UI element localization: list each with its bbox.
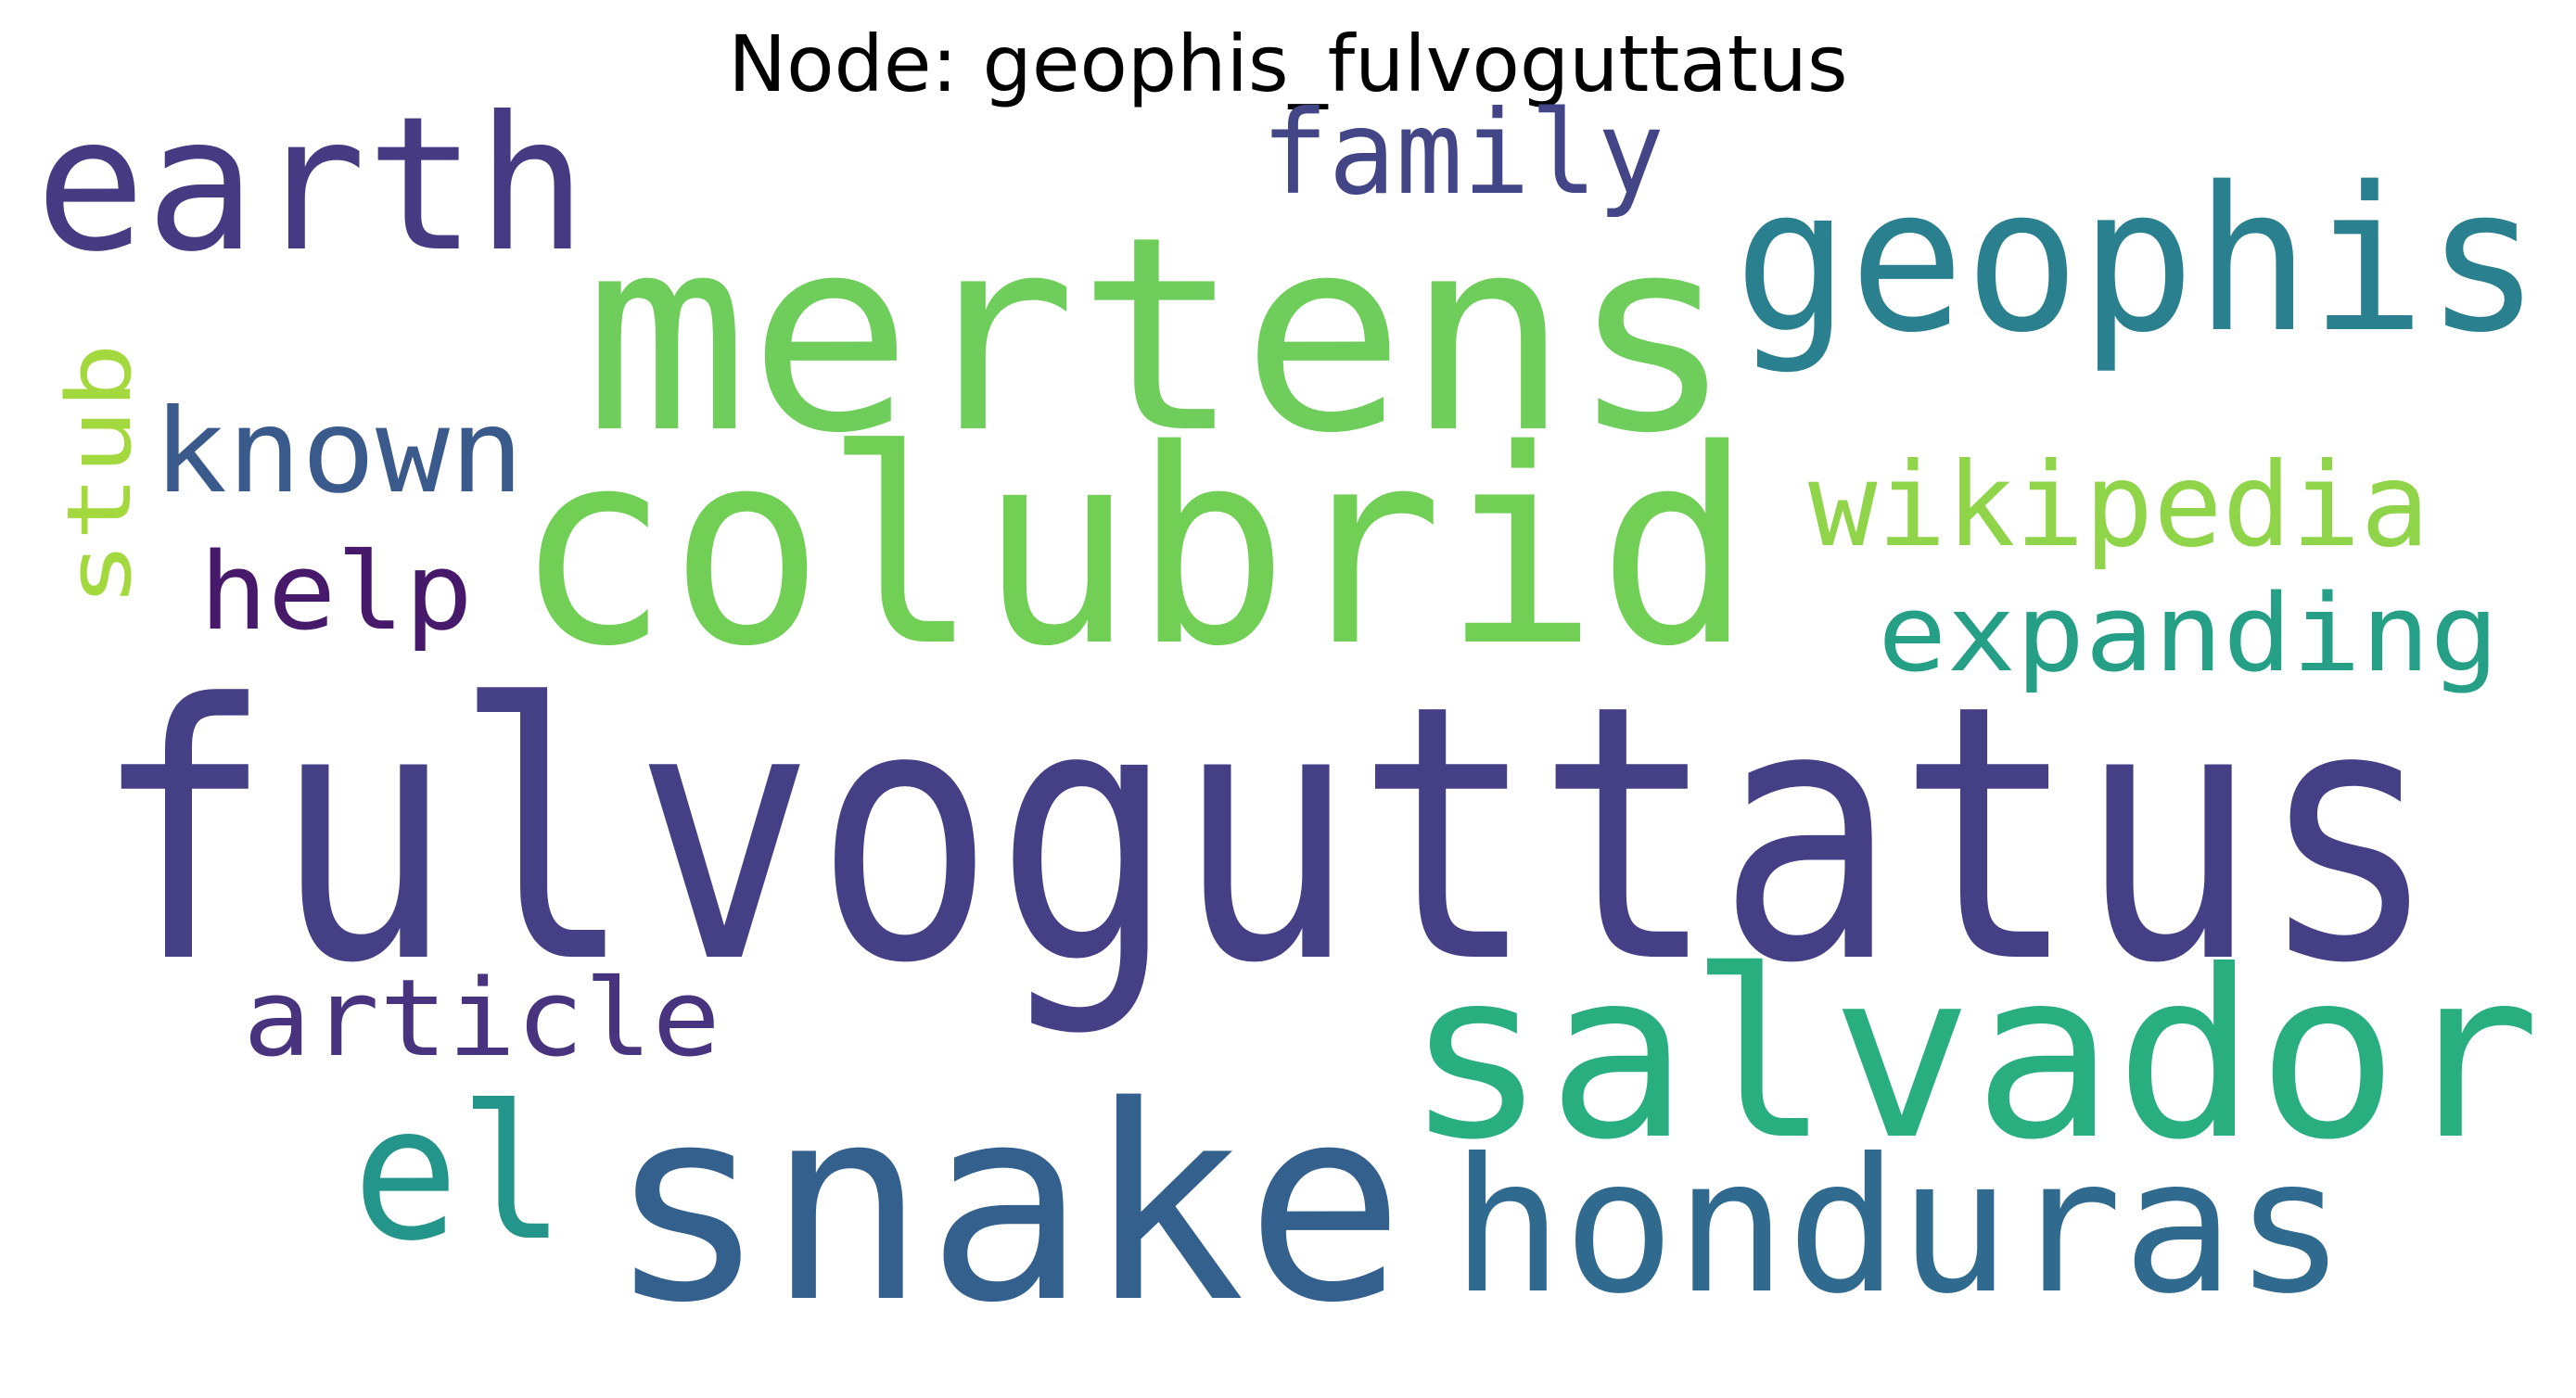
word-snake: snake: [607, 1049, 1405, 1362]
word-stub: stub: [49, 343, 151, 607]
word-earth: earth: [35, 77, 587, 293]
word-mertens: mertens: [584, 180, 1734, 492]
figure-title: Node: geophis_fulvoguttatus: [728, 19, 1848, 109]
word-honduras: honduras: [1451, 1119, 2346, 1335]
word-fulvoguttatus: fulvoguttatus: [93, 629, 2439, 1040]
word-geophis: geophis: [1734, 144, 2541, 376]
word-article: article: [243, 957, 721, 1081]
word-known: known: [153, 385, 524, 519]
word-help: help: [199, 530, 473, 655]
word-colubrid: colubrid: [515, 393, 1753, 705]
word-expanding: expanding: [1878, 572, 2499, 696]
word-family: family: [1261, 86, 1664, 221]
word-salvador: salvador: [1405, 921, 2541, 1190]
word-el: el: [352, 1066, 566, 1282]
word-wikipedia: wikipedia: [1808, 438, 2429, 573]
